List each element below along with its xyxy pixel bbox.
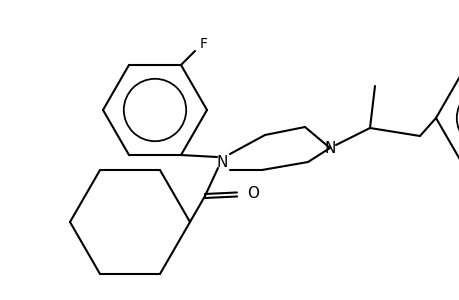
Text: N: N	[216, 154, 227, 169]
Text: F: F	[200, 37, 207, 51]
Text: O: O	[246, 187, 258, 202]
Text: N: N	[324, 140, 335, 155]
